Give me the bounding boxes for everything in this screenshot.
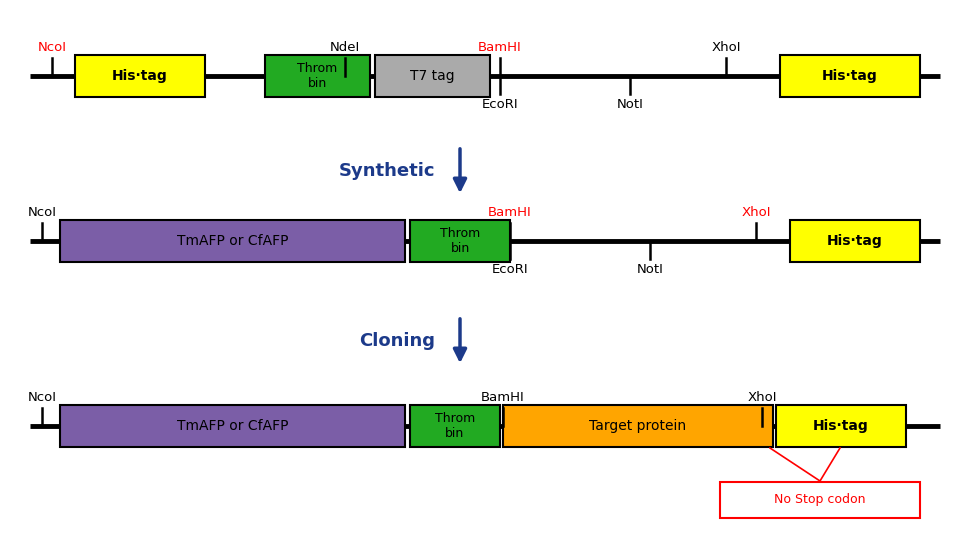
Text: TmAFP or CfAFP: TmAFP or CfAFP bbox=[176, 419, 288, 433]
Text: His·tag: His·tag bbox=[827, 234, 883, 248]
Text: Target protein: Target protein bbox=[589, 419, 686, 433]
Text: His·tag: His·tag bbox=[813, 419, 869, 433]
Text: XhoI: XhoI bbox=[711, 41, 740, 54]
Text: BamHI: BamHI bbox=[481, 391, 524, 404]
Text: Throm
bin: Throm bin bbox=[297, 62, 337, 90]
Text: EcoRI: EcoRI bbox=[482, 98, 519, 111]
Text: T7 tag: T7 tag bbox=[411, 69, 455, 83]
Text: His·tag: His·tag bbox=[112, 69, 168, 83]
Bar bbox=[60, 220, 405, 262]
Text: NdeI: NdeI bbox=[330, 41, 361, 54]
Text: NotI: NotI bbox=[617, 98, 643, 111]
Text: Synthetic: Synthetic bbox=[338, 162, 435, 180]
Bar bbox=[60, 405, 405, 447]
Bar bbox=[780, 55, 920, 97]
Text: NcoI: NcoI bbox=[38, 41, 67, 54]
Text: Throm
bin: Throm bin bbox=[435, 412, 475, 440]
Bar bbox=[75, 55, 205, 97]
Bar bbox=[790, 220, 920, 262]
Text: EcoRI: EcoRI bbox=[492, 263, 528, 276]
Bar bbox=[410, 220, 510, 262]
Bar bbox=[375, 55, 490, 97]
Text: BamHI: BamHI bbox=[488, 206, 532, 219]
Text: His·tag: His·tag bbox=[822, 69, 878, 83]
Bar bbox=[410, 405, 500, 447]
Text: Throm
bin: Throm bin bbox=[440, 227, 480, 255]
Bar bbox=[776, 405, 906, 447]
Text: BamHI: BamHI bbox=[478, 41, 522, 54]
Text: XhoI: XhoI bbox=[747, 391, 777, 404]
Text: NcoI: NcoI bbox=[28, 391, 57, 404]
Bar bbox=[503, 405, 773, 447]
Text: TmAFP or CfAFP: TmAFP or CfAFP bbox=[176, 234, 288, 248]
Text: Cloning: Cloning bbox=[359, 332, 435, 350]
Bar bbox=[265, 55, 370, 97]
Text: No Stop codon: No Stop codon bbox=[774, 494, 866, 507]
Text: NotI: NotI bbox=[636, 263, 663, 276]
Text: NcoI: NcoI bbox=[28, 206, 57, 219]
Text: XhoI: XhoI bbox=[741, 206, 771, 219]
Bar bbox=[720, 482, 920, 518]
